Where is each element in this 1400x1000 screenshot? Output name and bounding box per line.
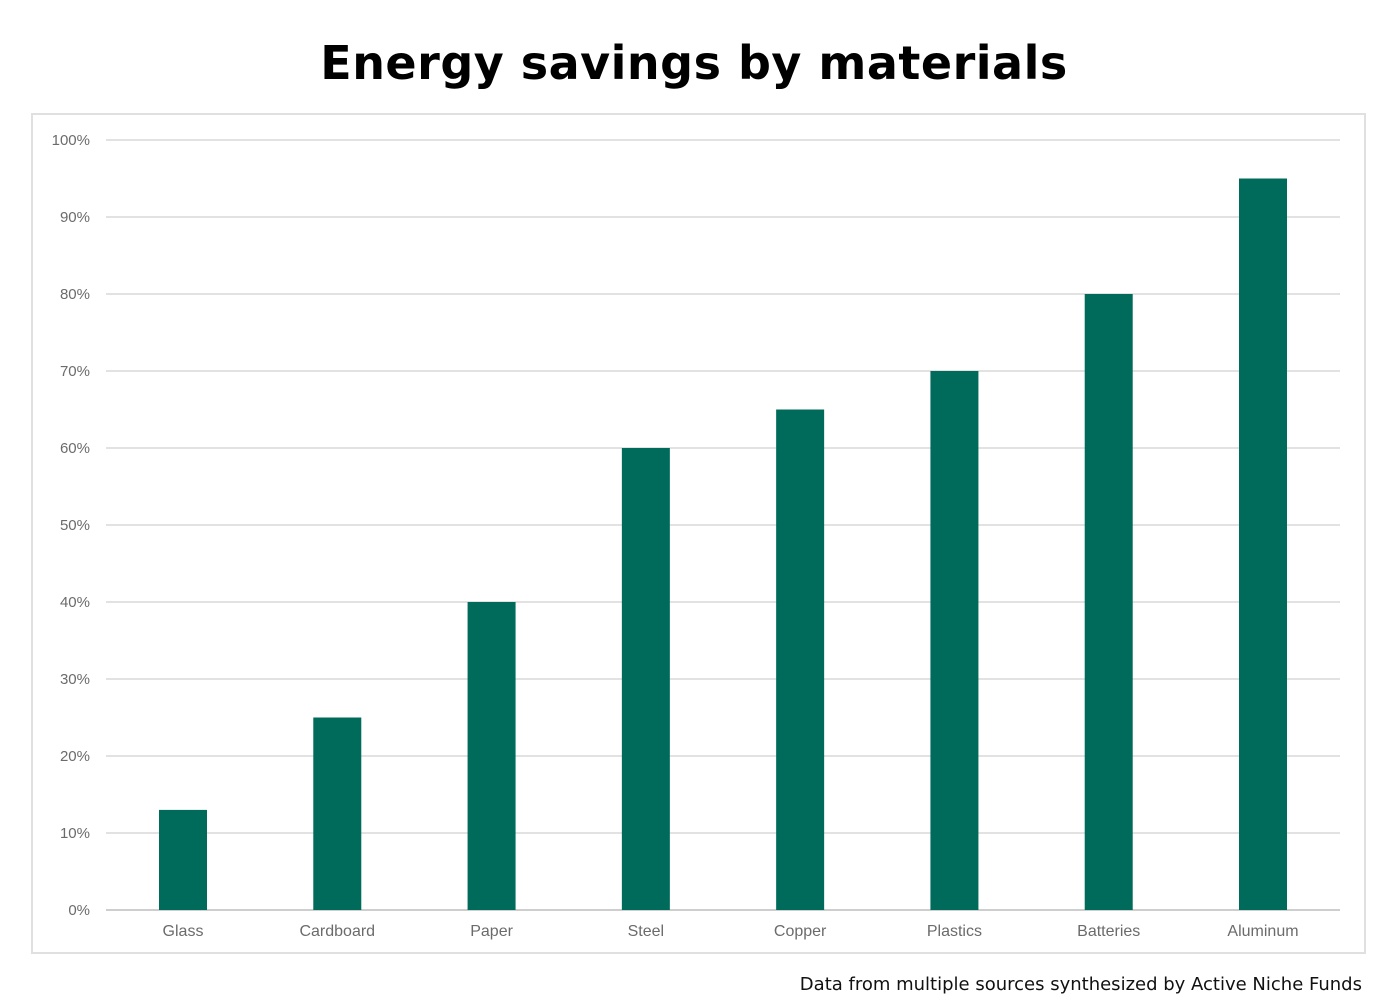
y-tick-label: 60% — [60, 440, 90, 457]
bar-paper — [467, 602, 516, 910]
bar-aluminum — [1239, 178, 1287, 910]
y-tick-label: 70% — [60, 363, 90, 380]
source-footnote: Data from multiple sources synthesized b… — [799, 974, 1362, 995]
x-tick-label: Steel — [628, 923, 664, 940]
x-tick-label: Cardboard — [299, 923, 375, 940]
y-tick-label: 40% — [60, 594, 90, 611]
chart-title: Energy savings by materials — [320, 36, 1068, 90]
bar-glass — [159, 809, 207, 910]
x-tick-label: Aluminum — [1227, 923, 1298, 940]
chart-frame — [31, 113, 1366, 954]
y-axis-ticks: 0% 10% 20% 30% 40% 50% 60% 70% 80% 90% 100% — [52, 132, 90, 919]
x-tick-label: Plastics — [927, 923, 982, 940]
bar-steel — [621, 448, 670, 910]
bar-plastics — [930, 371, 979, 910]
bars — [159, 178, 1287, 910]
gridlines — [106, 139, 1340, 911]
x-tick-label: Copper — [774, 923, 827, 940]
bar-copper — [776, 409, 825, 910]
y-tick-label: 30% — [60, 671, 90, 688]
y-tick-label: 0% — [68, 902, 90, 919]
bar-cardboard — [313, 717, 362, 910]
x-tick-label: Batteries — [1077, 923, 1140, 940]
x-tick-label: Glass — [163, 923, 204, 940]
bar-batteries — [1084, 294, 1133, 910]
y-tick-label: 50% — [60, 517, 90, 534]
x-axis-labels: Glass Cardboard Paper Steel Copper Plastics Ba… — [163, 923, 1299, 940]
y-tick-label: 100% — [52, 132, 90, 149]
x-tick-label: Paper — [470, 923, 513, 940]
y-tick-label: 80% — [60, 286, 90, 303]
y-tick-label: 10% — [60, 825, 90, 842]
y-tick-label: 90% — [60, 209, 90, 226]
y-tick-label: 20% — [60, 748, 90, 765]
